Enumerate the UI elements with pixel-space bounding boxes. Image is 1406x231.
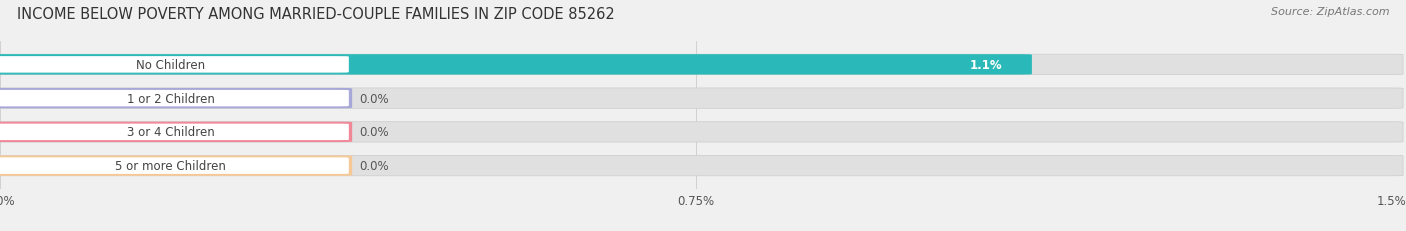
Text: 1.1%: 1.1%: [970, 59, 1002, 72]
Text: Source: ZipAtlas.com: Source: ZipAtlas.com: [1271, 7, 1389, 17]
Text: No Children: No Children: [136, 59, 205, 72]
FancyBboxPatch shape: [0, 156, 1403, 176]
FancyBboxPatch shape: [0, 124, 349, 141]
FancyBboxPatch shape: [0, 55, 1032, 75]
Text: 1 or 2 Children: 1 or 2 Children: [127, 92, 215, 105]
FancyBboxPatch shape: [0, 55, 1403, 75]
FancyBboxPatch shape: [0, 156, 352, 176]
Text: INCOME BELOW POVERTY AMONG MARRIED-COUPLE FAMILIES IN ZIP CODE 85262: INCOME BELOW POVERTY AMONG MARRIED-COUPL…: [17, 7, 614, 22]
Text: 5 or more Children: 5 or more Children: [115, 159, 226, 172]
FancyBboxPatch shape: [0, 122, 1403, 143]
FancyBboxPatch shape: [0, 88, 352, 109]
Text: 0.0%: 0.0%: [360, 92, 389, 105]
FancyBboxPatch shape: [0, 90, 349, 107]
Text: 0.0%: 0.0%: [360, 159, 389, 172]
FancyBboxPatch shape: [0, 157, 349, 175]
Text: 0.0%: 0.0%: [360, 126, 389, 139]
FancyBboxPatch shape: [0, 56, 349, 74]
Text: 3 or 4 Children: 3 or 4 Children: [127, 126, 214, 139]
FancyBboxPatch shape: [0, 88, 1403, 109]
FancyBboxPatch shape: [0, 122, 352, 143]
